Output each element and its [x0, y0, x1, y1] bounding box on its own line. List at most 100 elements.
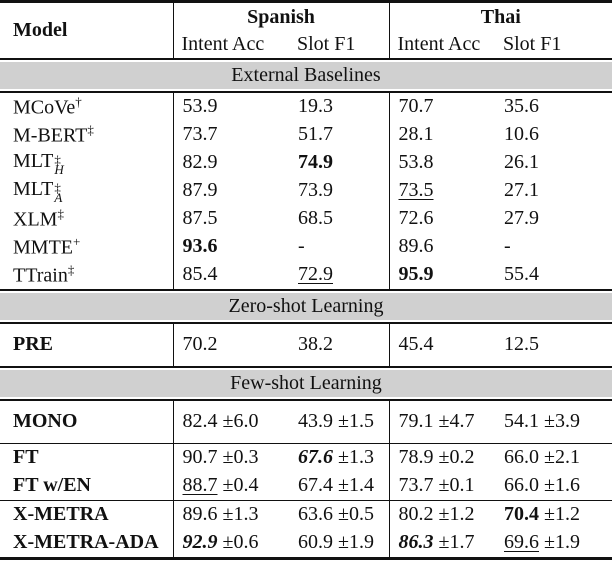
metric-value: 67.6	[298, 446, 333, 468]
metric-value: 51.7	[298, 123, 333, 145]
model-superscript-subscript: ‡ H	[54, 152, 64, 177]
metric-value: 74.9	[298, 151, 333, 173]
metric-value: 70.2	[182, 333, 218, 355]
table-row: PRE 70.2 38.2 45.4 12.5	[0, 322, 612, 367]
metric-value: 88.7	[182, 474, 218, 496]
col-header-thai-slot-f1: Slot F1	[503, 33, 562, 55]
metric-value: 43.9	[298, 410, 333, 432]
metric-stddev: ±6.0	[222, 410, 259, 432]
row-group: MONO 82.4 ±6.0 43.9 ±1.5 79.1 ±4.7 54.1 ±3.9	[0, 399, 612, 444]
metric-cell: 85.4	[172, 260, 289, 290]
metric-value: 12.5	[504, 333, 539, 355]
section-band: Zero-shot Learning	[0, 288, 612, 324]
metric-value: 35.6	[504, 95, 539, 117]
metric-cell: 70.7	[388, 91, 495, 121]
section-band-body: Zero-shot Learning	[0, 288, 612, 324]
metric-value: 72.6	[398, 207, 434, 229]
metric-cell: 72.9	[289, 261, 389, 290]
metric-stddev: ±1.9	[544, 531, 580, 553]
model-cell: M-BERT‡	[13, 121, 94, 147]
section-band-cell: Few-shot Learning	[0, 365, 612, 401]
col-header-model: Model	[13, 18, 68, 41]
row-group: X-METRA 89.6 ±1.3 63.6 ±0.5 80.2 ±1.2 70.4 ±1.2 X…	[0, 500, 612, 558]
metric-value: 10.6	[504, 123, 539, 145]
metric-value: 73.9	[298, 179, 333, 201]
metric-value: 73.5	[398, 179, 434, 201]
metric-stddev: ±0.3	[222, 446, 259, 468]
metric-cell: 38.2	[289, 323, 389, 367]
metric-cell: 55.4	[495, 261, 612, 290]
metric-cell: 26.1	[495, 149, 612, 177]
metric-value: 66.0	[504, 474, 539, 496]
metric-cell: 73.7 ±0.1	[388, 471, 495, 500]
metric-value: 90.7	[182, 446, 218, 468]
metric-value: 93.6	[182, 235, 218, 257]
metric-stddev: ±0.5	[338, 503, 374, 525]
metric-cell: 72.6	[388, 204, 495, 233]
metric-cell: -	[289, 233, 389, 261]
metric-value: 19.3	[298, 95, 333, 117]
metric-stddev: ±1.7	[438, 531, 475, 553]
metric-cell: 43.9 ±1.5	[289, 400, 389, 444]
metric-value: 53.9	[182, 95, 218, 117]
model-cell: MLT‡ A	[13, 178, 63, 205]
metric-cell: 79.1 ±4.7	[388, 399, 495, 443]
metric-stddev: ±1.6	[544, 474, 580, 496]
metric-value: 45.4	[398, 333, 434, 355]
metric-value: 87.5	[182, 207, 218, 229]
metric-cell: 73.9	[289, 177, 389, 205]
metric-cell: 87.5	[172, 204, 289, 233]
metric-value: 79.1	[398, 410, 434, 432]
metric-value: 80.2	[398, 503, 434, 525]
metric-value: 27.1	[504, 179, 539, 201]
table-header: Model Spanish Thai Intent Acc Slot F1 In…	[0, 1, 612, 59]
model-cell: FT w/EN	[13, 474, 91, 496]
metric-cell: -	[495, 233, 612, 261]
table-row: FT 90.7 ±0.3 67.6 ±1.3 78.9 ±0.2 66.0 ±2.1	[0, 443, 612, 472]
metric-value: 73.7	[398, 474, 434, 496]
metric-value: 67.4	[298, 474, 333, 496]
metric-cell: 74.9	[289, 149, 389, 177]
metric-value: 82.9	[182, 151, 218, 173]
metric-value: 72.9	[298, 263, 333, 285]
section-band: Few-shot Learning	[0, 365, 612, 401]
metric-value: 38.2	[298, 333, 333, 355]
metric-stddev: ±1.5	[338, 410, 374, 432]
row-group: PRE 70.2 38.2 45.4 12.5	[0, 322, 612, 367]
model-cell: MONO	[13, 410, 78, 432]
table-row: FT w/EN 88.7 ±0.4 67.4 ±1.4 73.7 ±0.1 66.0 ±1.6	[0, 471, 612, 501]
metric-cell: 82.4 ±6.0	[172, 399, 289, 443]
metric-cell: 35.6	[495, 92, 612, 121]
metric-value: 82.4	[182, 410, 218, 432]
section-title: Few-shot Learning	[0, 369, 612, 397]
table-row: MMTE+ 93.6 - 89.6 -	[0, 232, 612, 261]
metric-value: 26.1	[504, 151, 539, 173]
metric-cell: 67.4 ±1.4	[289, 472, 389, 501]
model-cell: TTrain‡	[13, 261, 75, 287]
metric-cell: 66.0 ±2.1	[495, 443, 612, 472]
metric-cell: 67.6 ±1.3	[289, 443, 389, 472]
metric-stddev: ±1.2	[544, 503, 580, 525]
metric-cell: 87.9	[172, 176, 289, 205]
section-band: External Baselines	[0, 57, 612, 93]
model-superscript: †	[75, 93, 82, 109]
metric-stddev: ±0.4	[222, 474, 259, 496]
metric-value: 89.6	[398, 235, 434, 257]
metric-cell: 19.3	[289, 92, 389, 121]
model-cell: FT	[13, 446, 39, 468]
metric-stddev: ±0.2	[438, 446, 475, 468]
metric-value: 92.9	[182, 531, 218, 553]
row-group: FT 90.7 ±0.3 67.6 ±1.3 78.9 ±0.2 66.0 ±2.1 FT w/E…	[0, 443, 612, 500]
metric-stddev: ±0.6	[222, 531, 259, 553]
model-superscript-subscript: ‡ A	[54, 180, 63, 205]
metric-value: 70.4	[504, 503, 539, 525]
table-row: X-METRA 89.6 ±1.3 63.6 ±0.5 80.2 ±1.2 70.4 ±1.2	[0, 500, 612, 529]
metric-cell: 78.9 ±0.2	[388, 443, 495, 472]
metric-cell: 12.5	[495, 323, 612, 367]
metric-value: 89.6	[182, 503, 218, 525]
metric-cell: 82.9	[172, 148, 289, 177]
col-header-spanish-slot-f1: Slot F1	[297, 33, 356, 55]
metric-cell: 70.4 ±1.2	[495, 500, 612, 529]
header-row-languages: Model Spanish Thai	[0, 1, 612, 41]
metric-stddev: ±1.9	[338, 531, 374, 553]
